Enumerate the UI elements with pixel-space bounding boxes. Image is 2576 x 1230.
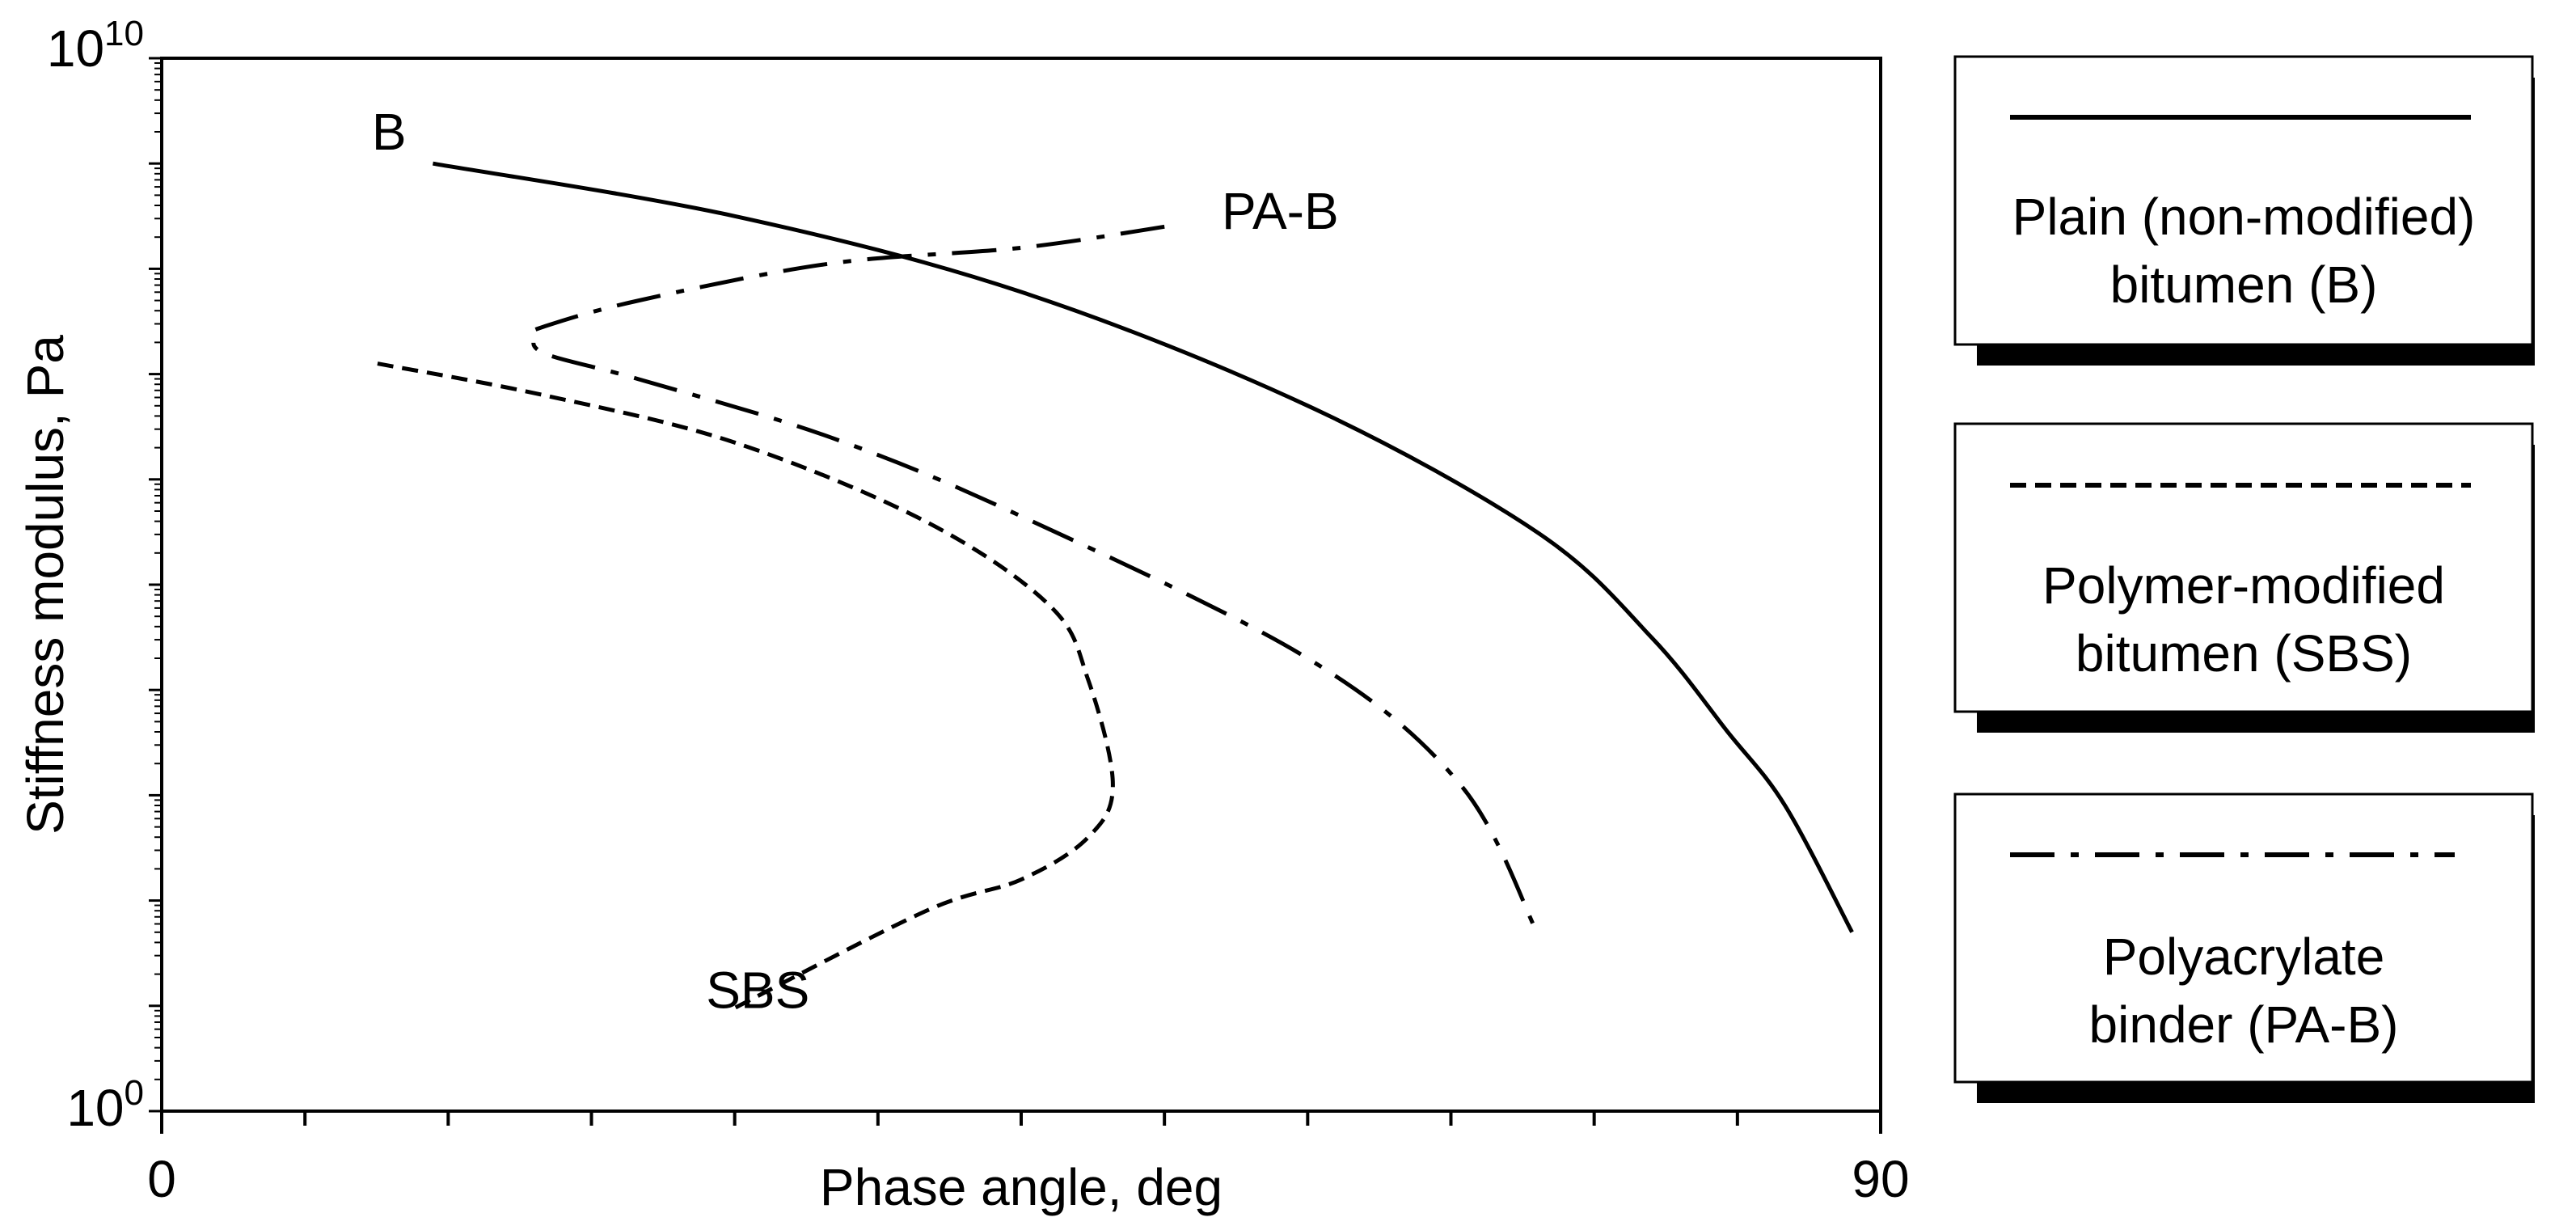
legend-item-sbs: Polymer-modified bitumen (SBS) bbox=[1953, 422, 2535, 733]
legend-label-sbs-line1: Polymer-modified bbox=[2042, 556, 2445, 615]
legend-label-b-line1: Plain (non-modified) bbox=[2012, 188, 2476, 246]
series-line-sbs bbox=[377, 361, 1115, 1010]
series-label-b: B bbox=[372, 103, 407, 161]
legend-box-pab bbox=[1953, 793, 2534, 1084]
series-label-sbs: SBS bbox=[706, 961, 809, 1019]
y-tick-bottom-base: 10 bbox=[66, 1079, 124, 1137]
x-tick-label-90: 90 bbox=[1852, 1150, 1909, 1208]
y-tick-top-base: 10 bbox=[47, 19, 104, 78]
legend-label-b-line2: bitumen (B) bbox=[2110, 256, 2378, 314]
legend-label-pab-line1: Polyacrylate bbox=[2103, 928, 2385, 986]
y-tick-label-top: 1010 bbox=[47, 14, 144, 78]
y-axis-ticks bbox=[149, 57, 162, 1113]
legend-label-pab-line2: binder (PA-B) bbox=[2089, 995, 2399, 1054]
series-line-pa-b bbox=[531, 224, 1539, 933]
legend-item-pab: Polyacrylate binder (PA-B) bbox=[1953, 793, 2535, 1103]
legend-box-sbs bbox=[1953, 422, 2534, 713]
y-tick-bottom-exponent: 0 bbox=[125, 1073, 144, 1113]
x-tick-label-0: 0 bbox=[147, 1150, 176, 1208]
y-tick-label-bottom: 100 bbox=[66, 1073, 144, 1137]
legend: Plain (non-modified) bitumen (B) Polymer… bbox=[1953, 55, 2535, 1103]
y-axis-label: Stiffness modulus, Pa bbox=[16, 335, 74, 835]
series-labels: B SBS PA-B bbox=[372, 103, 1339, 1019]
x-axis-label: Phase angle, deg bbox=[820, 1158, 1223, 1216]
series-layer bbox=[377, 161, 1854, 1010]
x-axis-ticks bbox=[160, 1111, 1882, 1134]
legend-item-b: Plain (non-modified) bitumen (B) bbox=[1953, 55, 2535, 366]
series-label-pa-b: PA-B bbox=[1222, 182, 1339, 240]
y-tick-top-exponent: 10 bbox=[104, 14, 144, 53]
legend-box-b bbox=[1953, 55, 2534, 346]
series-line-b bbox=[432, 161, 1854, 933]
legend-label-sbs-line2: bitumen (SBS) bbox=[2076, 624, 2412, 683]
